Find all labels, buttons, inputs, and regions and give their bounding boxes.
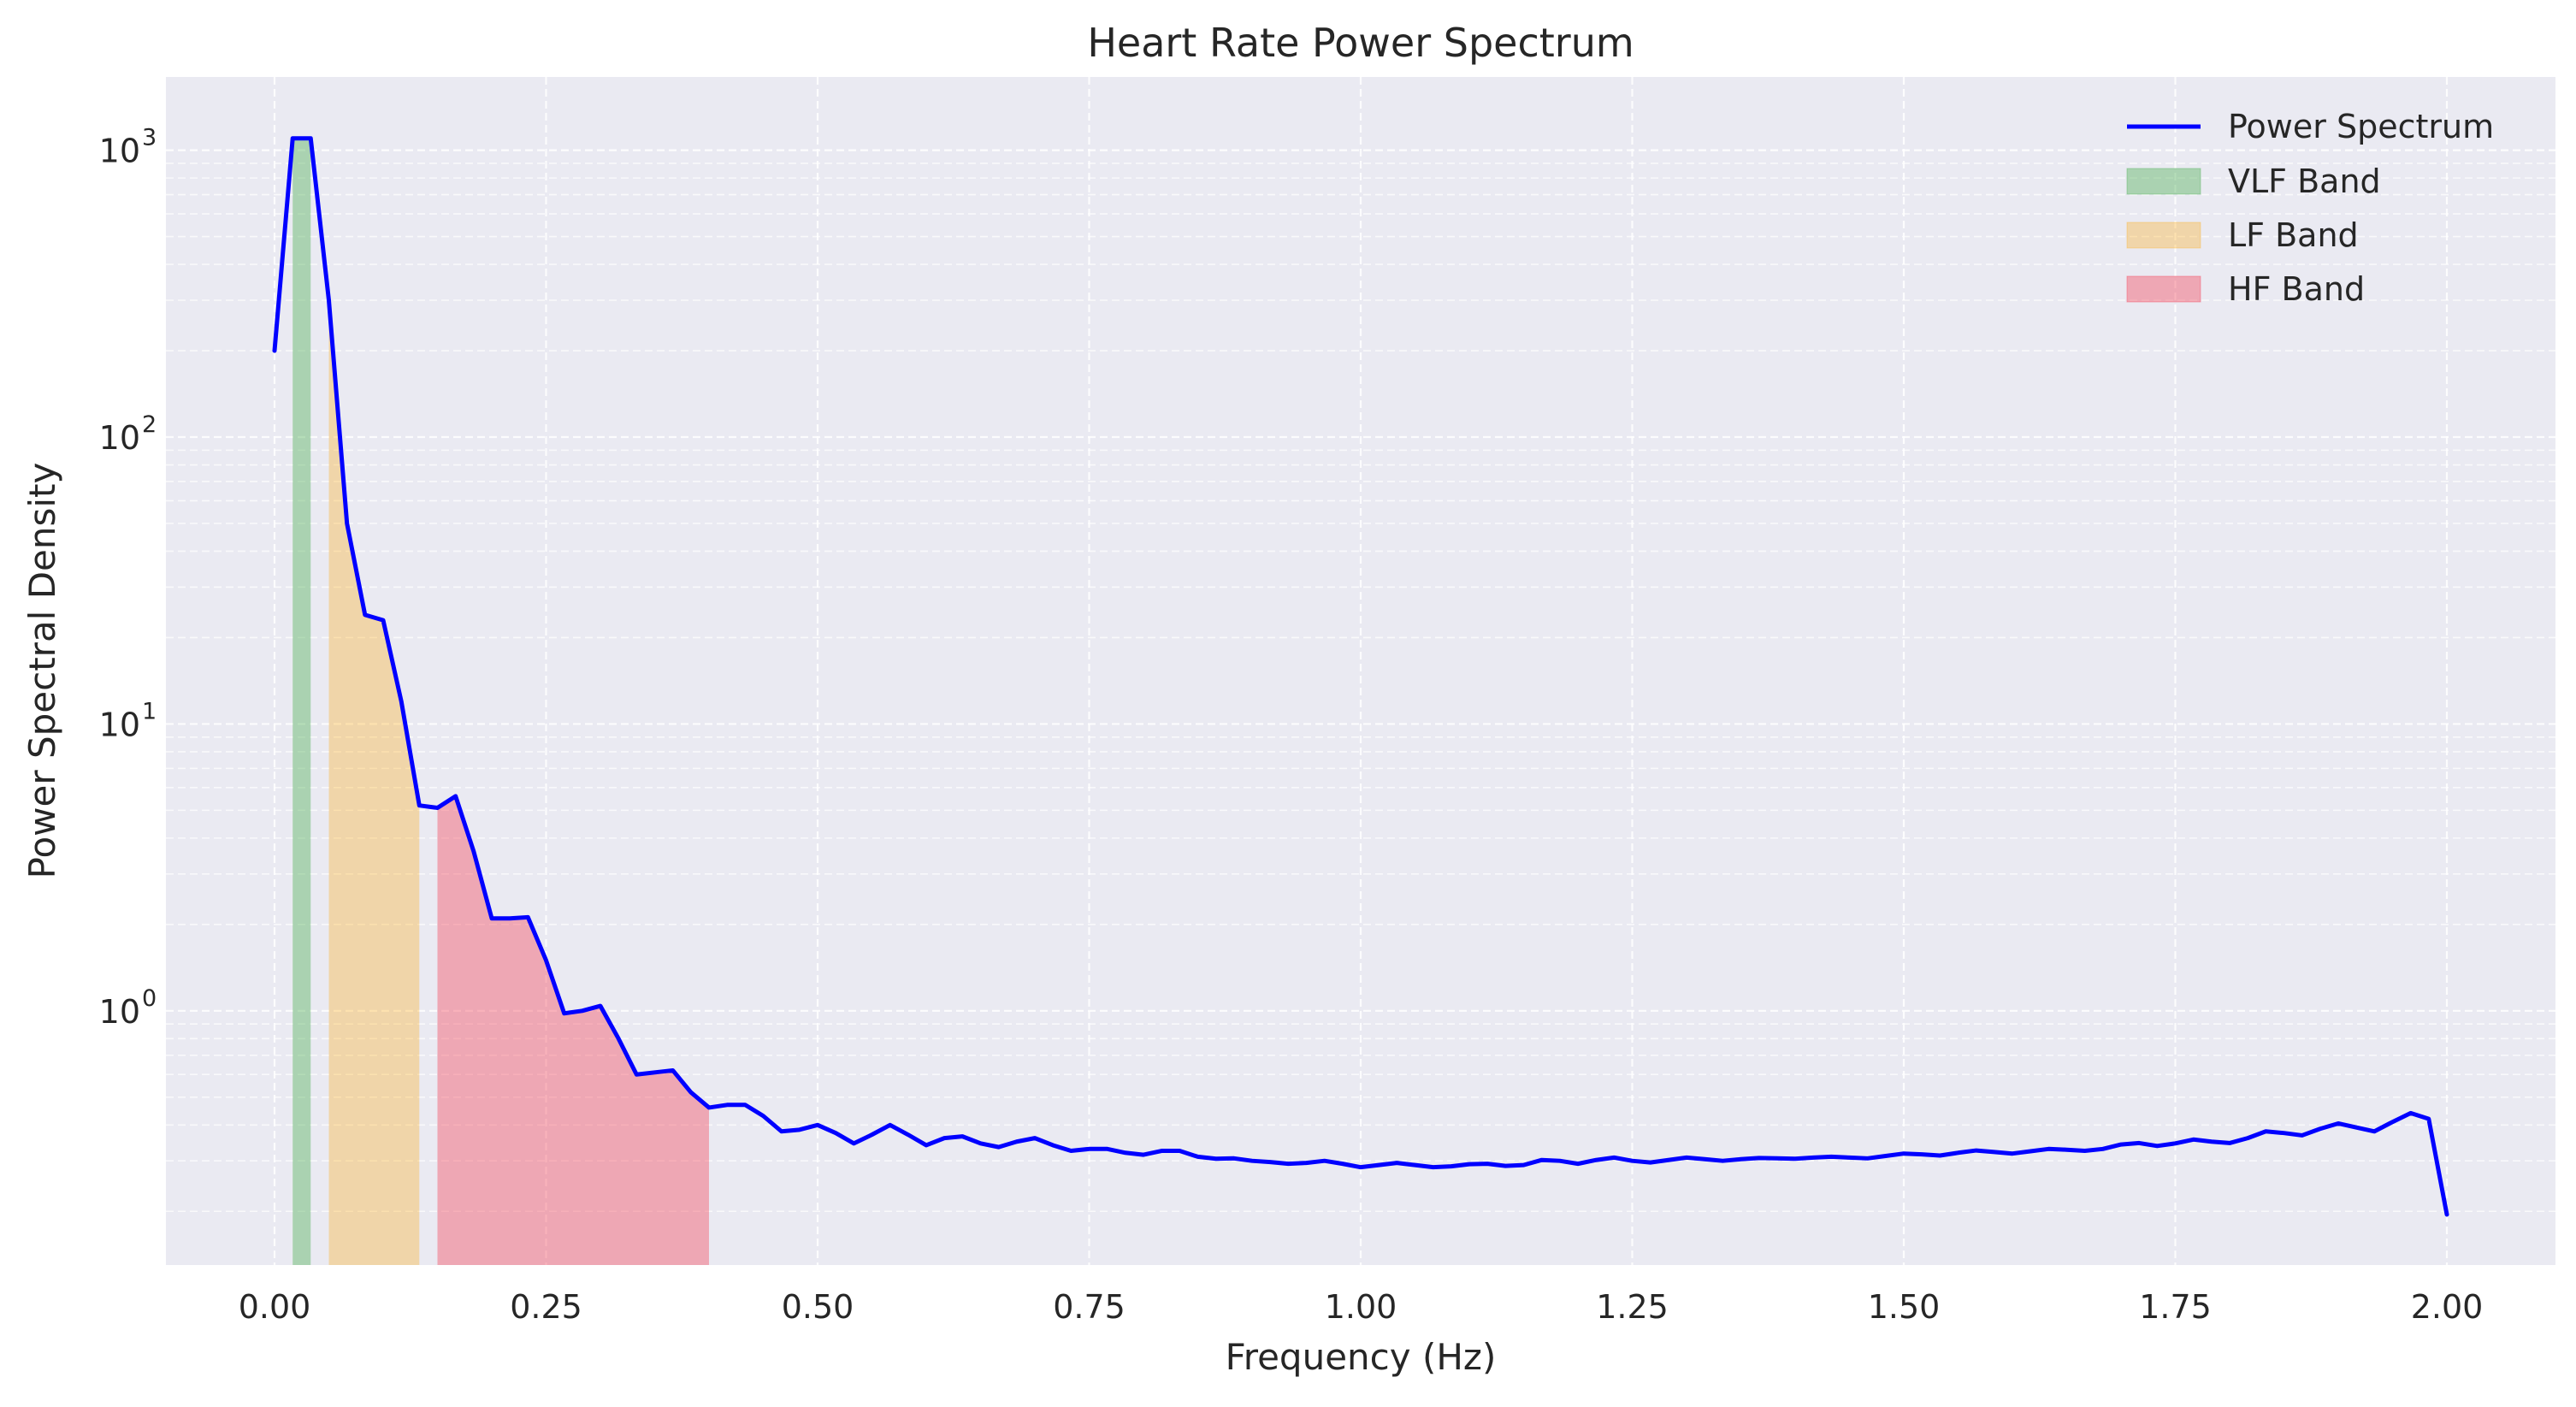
legend-label-lf-band: LF Band <box>2228 216 2359 254</box>
legend-swatch-hf <box>2126 275 2201 303</box>
x-axis-label: Frequency (Hz) <box>1226 1336 1497 1378</box>
x-tick-label: 0.25 <box>510 1288 582 1326</box>
y-tick-label: 10 0 <box>99 985 157 1031</box>
legend-label-vlf-band: VLF Band <box>2228 163 2381 200</box>
legend-item-hf-band: HF Band <box>2126 270 2365 308</box>
y-tick-base: 10 <box>99 133 140 170</box>
y-tick-exponent: 2 <box>142 411 157 438</box>
legend-item-lf-band: LF Band <box>2126 216 2359 254</box>
x-tick-label: 1.75 <box>2139 1288 2212 1326</box>
x-tick-label: 0.00 <box>239 1288 311 1326</box>
chart-title: Heart Rate Power Spectrum <box>1087 20 1634 66</box>
major-grid <box>166 77 2555 1265</box>
legend-label-hf-band: HF Band <box>2228 270 2365 308</box>
minor-grid <box>166 163 2555 1213</box>
y-tick-label: 10 1 <box>99 698 157 743</box>
legend-swatch-vlf <box>2126 168 2201 195</box>
y-tick-base: 10 <box>99 706 140 743</box>
legend-item-power-spectrum: Power Spectrum <box>2127 108 2494 145</box>
legend: Power Spectrum VLF Band LF Band HF Band <box>2126 108 2494 308</box>
y-tick-exponent: 1 <box>142 698 157 724</box>
x-tick-label: 1.00 <box>1325 1288 1397 1326</box>
frequency-bands <box>292 138 709 1266</box>
y-tick-exponent: 3 <box>142 125 157 151</box>
x-tick-label: 1.25 <box>1596 1288 1669 1326</box>
series-layer <box>272 136 2449 1217</box>
x-tick-label: 2.00 <box>2411 1288 2484 1326</box>
y-tick-base: 10 <box>99 993 140 1031</box>
legend-swatch-lf <box>2126 222 2201 249</box>
y-tick-label: 10 3 <box>99 125 157 170</box>
hf-band-area <box>437 795 709 1265</box>
legend-item-vlf-band: VLF Band <box>2126 163 2381 200</box>
vlf-band-area <box>292 138 311 1266</box>
x-tick-label: 0.75 <box>1053 1288 1126 1326</box>
y-tick-base: 10 <box>99 419 140 457</box>
y-tick-exponent: 0 <box>142 985 157 1012</box>
y-axis-label: Power Spectral Density <box>21 463 63 879</box>
x-tick-label: 0.50 <box>782 1288 854 1326</box>
x-tick-label: 1.50 <box>1868 1288 1941 1326</box>
x-tick-labels: 0.00 0.25 0.50 0.75 1.00 1.25 1.50 1.75 2.00 <box>239 1288 2484 1326</box>
lf-band-area <box>328 299 420 1265</box>
legend-label-power-spectrum: Power Spectrum <box>2228 108 2494 145</box>
power-spectrum-line <box>272 136 2449 1217</box>
y-tick-label: 10 2 <box>99 411 157 457</box>
